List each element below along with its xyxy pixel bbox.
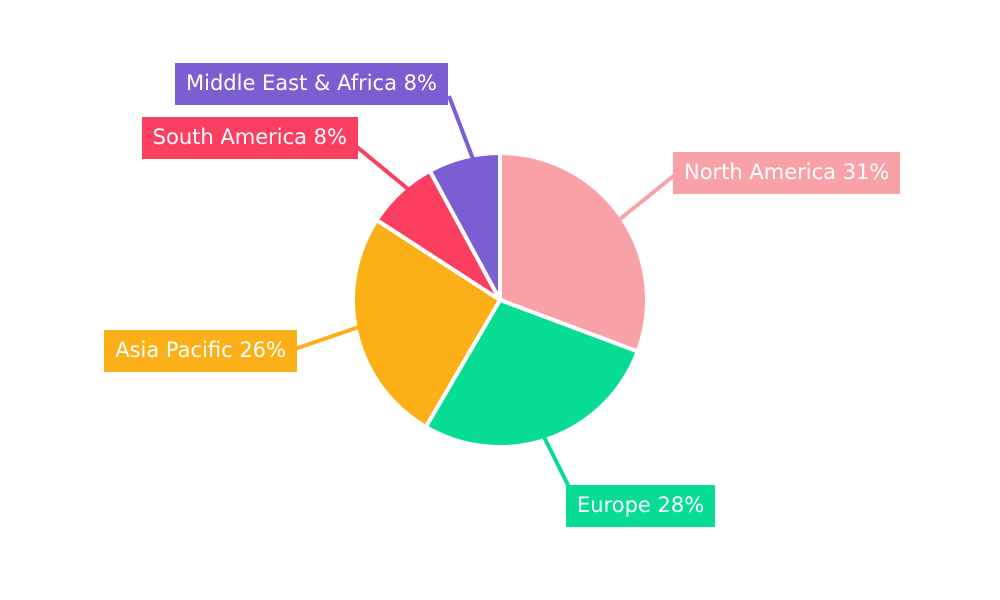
callout-north-america-text: North America 31%: [684, 159, 890, 184]
callout-middle-east-africa-text: Middle East & Africa 8%: [186, 70, 437, 95]
callout-south-america-text: South America 8%: [152, 124, 347, 149]
leader-line-middle-east-africa: [447, 95, 475, 160]
leader-line-asia-pacific: [288, 325, 360, 353]
callout-europe-text: Europe 28%: [577, 492, 705, 517]
callout-asia-pacific-text: Asia Pacific 26%: [115, 337, 286, 362]
pie-slice-asia-pacific[interactable]: [351, 217, 503, 430]
callout-north-america: North America 31%: [673, 152, 901, 194]
callout-south-america: South America 8%: [141, 117, 358, 159]
leader-line-south-america: [349, 140, 410, 191]
callout-asia-pacific: Asia Pacific 26%: [104, 330, 297, 372]
callout-middle-east-africa: Middle East & Africa 8%: [175, 63, 448, 105]
leader-line-north-america: [618, 168, 683, 221]
pie-slice-middle-east-africa[interactable]: [427, 150, 502, 301]
callout-europe: Europe 28%: [566, 485, 716, 527]
